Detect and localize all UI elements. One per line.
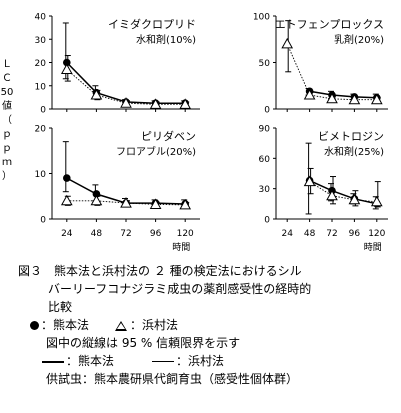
data-point-hamamura bbox=[90, 89, 103, 100]
y-label-char: 値 bbox=[2, 101, 12, 112]
ci-note: 図中の縦線は 95 % 信頼限界を示す bbox=[46, 336, 241, 350]
y-tick-label: 0 bbox=[264, 106, 270, 116]
data-point-hamamura bbox=[281, 37, 294, 49]
x-unit-label: 時間 bbox=[172, 242, 190, 253]
series-line-hamamura bbox=[309, 181, 377, 203]
legend-hamamura-line-label: ：浜村法 bbox=[176, 354, 225, 368]
filled-circle-icon bbox=[30, 321, 39, 330]
data-point-hamamura bbox=[348, 193, 361, 205]
legend-hamamura-marker-label: ：浜村法 bbox=[130, 318, 179, 332]
y-tick-label: 0 bbox=[264, 216, 270, 226]
y-tick-label: 20 bbox=[35, 125, 47, 135]
panel-title: エトフェンプロックス bbox=[275, 18, 384, 31]
y-tick-label: 0 bbox=[40, 216, 46, 226]
y-axis-label: Ｌ Ｃ 50 値 （ ｐ ｐ ｍ ） bbox=[0, 58, 14, 184]
y-tick-label: 10 bbox=[35, 82, 47, 92]
figure-charts: 010203040イミダクロプリド水和剤(10%)050100エトフェンプロック… bbox=[35, 13, 388, 253]
legend-lines: ：熊本法 ：浜村法 bbox=[18, 352, 398, 370]
panel-subtitle: フロアブル(20%) bbox=[116, 145, 196, 158]
data-point-hamamura bbox=[303, 175, 316, 187]
series-line-kumamoto bbox=[309, 90, 377, 99]
data-point-hamamura bbox=[120, 97, 132, 108]
panel-subtitle: 乳剤(20%) bbox=[334, 33, 384, 46]
data-point-hamamura bbox=[120, 197, 132, 208]
caption-title-line1: 図３ 熊本法と浜村法の ２ 種の検定法におけるシル bbox=[18, 264, 302, 278]
solid-line-icon bbox=[42, 360, 64, 363]
y-tick-label: 90 bbox=[259, 125, 271, 135]
data-point-hamamura bbox=[179, 98, 192, 109]
y-tick-label: 40 bbox=[35, 13, 47, 23]
caption-title-line3: 比較 bbox=[48, 300, 73, 314]
y-label-char: （ bbox=[2, 115, 12, 126]
data-point-hamamura bbox=[303, 89, 316, 100]
data-point-hamamura bbox=[90, 194, 103, 206]
x-tick-label: 72 bbox=[120, 229, 131, 239]
data-point-hamamura bbox=[60, 63, 73, 74]
legend-kumamoto-marker-label: ：熊本法 bbox=[41, 318, 90, 332]
y-tick-label: 10 bbox=[35, 170, 47, 180]
y-label-char: ｐ bbox=[2, 129, 12, 140]
y-tick-label: 50 bbox=[259, 59, 271, 69]
data-point-hamamura bbox=[326, 92, 338, 104]
data-point-hamamura bbox=[348, 93, 361, 105]
open-triangle-icon bbox=[115, 320, 128, 331]
x-tick-label: 72 bbox=[326, 229, 337, 239]
thin-line-icon bbox=[152, 361, 175, 362]
x-tick-label: 96 bbox=[349, 229, 361, 239]
legend-markers: ：熊本法 ：浜村法 bbox=[18, 316, 398, 334]
panel-subtitle: 水和剤(10%) bbox=[136, 33, 196, 46]
data-point-hamamura bbox=[370, 93, 383, 105]
x-tick-label: 24 bbox=[61, 229, 73, 239]
y-label-char: Ｃ bbox=[2, 73, 12, 84]
x-tick-label: 120 bbox=[177, 229, 194, 239]
caption-title-line2: バーリーフコナジラミ成虫の薬剤感受性の経時的 bbox=[48, 282, 312, 296]
panel-title: イミダクロプリド bbox=[108, 17, 196, 31]
panel-subtitle: 水和剤(25%) bbox=[324, 145, 384, 158]
figure-caption: 図３ 熊本法と浜村法の ２ 種の検定法におけるシル バーリーフコナジラミ成虫の薬… bbox=[18, 262, 398, 388]
x-tick-label: 48 bbox=[304, 229, 316, 239]
y-label-char: ｍ bbox=[2, 157, 12, 168]
data-point-hamamura bbox=[149, 98, 162, 109]
y-label-char: Ｌ bbox=[2, 59, 12, 70]
x-tick-label: 96 bbox=[150, 229, 162, 239]
y-label-char: ｐ bbox=[2, 143, 12, 154]
y-tick-label: 30 bbox=[259, 185, 271, 195]
test-insects: 供試虫：熊本農研県代飼育虫（感受性個体群） bbox=[46, 372, 299, 386]
data-point-hamamura bbox=[149, 198, 162, 209]
data-point-hamamura bbox=[179, 198, 192, 210]
data-point-hamamura bbox=[370, 195, 383, 207]
data-point-hamamura bbox=[60, 194, 73, 206]
y-tick-label: 20 bbox=[35, 59, 47, 69]
y-tick-label: 0 bbox=[40, 106, 46, 116]
y-label-char: 50 bbox=[0, 87, 14, 98]
legend-kumamoto-line-label: ：熊本法 bbox=[66, 354, 115, 368]
data-point-kumamoto bbox=[63, 174, 71, 182]
y-tick-label: 30 bbox=[35, 36, 47, 46]
series-line-kumamoto bbox=[309, 179, 377, 205]
data-point-hamamura bbox=[326, 189, 338, 201]
panel-title: ピリダベン bbox=[141, 129, 196, 143]
y-label-char: ） bbox=[2, 171, 12, 182]
y-tick-label: 60 bbox=[259, 155, 271, 165]
panel-title: ビメトロジン bbox=[318, 130, 384, 143]
x-tick-label: 24 bbox=[281, 229, 293, 239]
x-unit-label: 時間 bbox=[364, 242, 382, 253]
data-point-kumamoto bbox=[63, 58, 71, 67]
x-tick-label: 48 bbox=[91, 229, 103, 239]
y-tick-label: 100 bbox=[253, 13, 270, 23]
series-line-kumamoto bbox=[66, 61, 186, 104]
x-tick-label: 120 bbox=[368, 229, 385, 239]
